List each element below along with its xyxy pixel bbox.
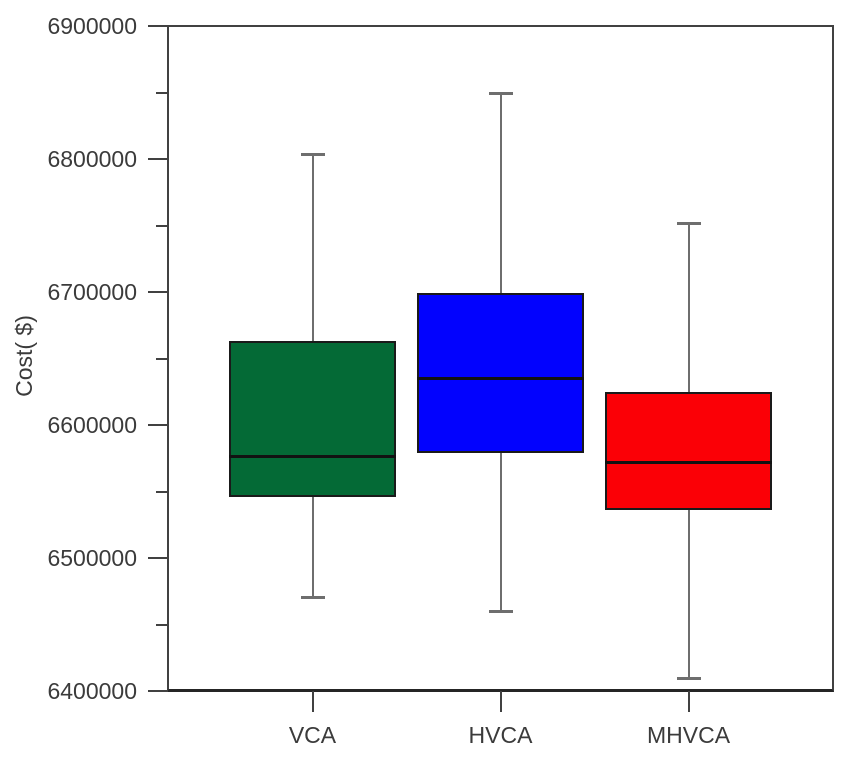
median-hvca bbox=[417, 377, 584, 381]
whisker-lower-hvca bbox=[499, 452, 502, 612]
whisker-lower-vca bbox=[311, 496, 314, 597]
whisker-cap-bottom-mhvca bbox=[676, 676, 701, 680]
y-tick-label: 6600000 bbox=[47, 412, 137, 438]
box-mhvca bbox=[605, 391, 772, 511]
median-mhvca bbox=[605, 461, 772, 465]
whisker-cap-top-hvca bbox=[488, 91, 513, 95]
y-minor-tick bbox=[156, 224, 168, 227]
y-major-tick bbox=[148, 424, 168, 426]
y-tick-label: 6700000 bbox=[47, 279, 137, 305]
y-major-tick bbox=[148, 690, 168, 692]
y-axis-title: Cost( $) bbox=[11, 315, 37, 397]
y-tick-label: 6500000 bbox=[47, 545, 137, 571]
plot-frame bbox=[167, 25, 834, 692]
whisker-lower-mhvca bbox=[687, 510, 690, 678]
x-tick-vca bbox=[311, 691, 314, 712]
y-minor-tick bbox=[156, 357, 168, 360]
y-tick-label: 6900000 bbox=[47, 13, 137, 39]
y-major-tick bbox=[148, 25, 168, 27]
box-hvca bbox=[417, 293, 584, 453]
whisker-upper-mhvca bbox=[687, 222, 690, 392]
x-tick-label-vca: VCA bbox=[288, 722, 337, 748]
y-tick-label: 6800000 bbox=[47, 146, 137, 172]
whisker-upper-vca bbox=[311, 153, 314, 342]
y-major-tick bbox=[148, 291, 168, 293]
whisker-cap-top-mhvca bbox=[676, 221, 701, 225]
y-tick-label: 6400000 bbox=[47, 678, 137, 704]
y-major-tick bbox=[148, 158, 168, 160]
whisker-upper-hvca bbox=[499, 92, 502, 294]
x-tick-label-mhvca: MHVCA bbox=[646, 722, 731, 748]
x-tick-label-hvca: HVCA bbox=[468, 722, 533, 748]
y-minor-tick bbox=[156, 91, 168, 94]
whisker-cap-top-vca bbox=[300, 152, 325, 156]
whisker-cap-bottom-vca bbox=[300, 595, 325, 599]
box-vca bbox=[229, 341, 396, 497]
x-tick-mhvca bbox=[687, 691, 690, 712]
x-tick-hvca bbox=[499, 691, 502, 712]
median-vca bbox=[229, 454, 396, 458]
y-minor-tick bbox=[156, 623, 168, 626]
y-major-tick bbox=[148, 557, 168, 559]
whisker-cap-bottom-hvca bbox=[488, 610, 513, 614]
y-minor-tick bbox=[156, 490, 168, 493]
